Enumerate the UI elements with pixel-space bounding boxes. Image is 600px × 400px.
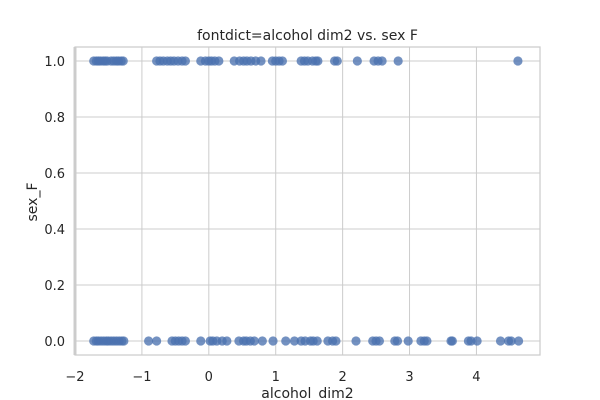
data-point [256, 56, 266, 66]
x-tick-label: −1 [132, 370, 151, 385]
data-point [268, 336, 278, 346]
data-point [289, 336, 300, 346]
data-point [332, 56, 342, 66]
data-point [152, 336, 162, 346]
x-tick-label: 2 [338, 370, 346, 385]
x-tick-label: −2 [65, 370, 84, 385]
x-tick-labels: −2 −1 0 1 2 3 4 [65, 370, 480, 385]
data-point [214, 56, 224, 66]
data-point [331, 336, 341, 346]
data-point [196, 336, 206, 346]
y-tick-label: 0.6 [44, 167, 65, 182]
data-point [393, 56, 403, 66]
data-point [392, 336, 403, 346]
data-point [352, 56, 362, 66]
y-tick-label: 0.4 [44, 223, 65, 238]
grid-lines [75, 47, 540, 355]
data-point [222, 336, 232, 346]
data-point [377, 56, 387, 66]
data-points [89, 56, 524, 346]
data-point [119, 336, 129, 346]
x-tick-label: 3 [405, 370, 413, 385]
x-tick-label: 4 [472, 370, 480, 385]
data-point [143, 336, 154, 346]
plot-border [74, 46, 541, 356]
y-tick-label: 0.0 [44, 335, 65, 350]
data-point [313, 56, 323, 66]
data-point [374, 336, 385, 346]
data-point [513, 336, 524, 346]
axes-frame [73, 46, 541, 356]
data-point [118, 56, 128, 66]
y-axis-label: sex_F [25, 183, 41, 222]
data-point [495, 336, 506, 346]
y-tick-labels: 0.0 0.2 0.4 0.6 0.8 1.0 [44, 55, 65, 350]
data-point [180, 336, 190, 346]
x-axis-label: alcohol_dim2 [261, 386, 353, 400]
data-point [403, 336, 413, 346]
data-point [249, 336, 259, 346]
data-point [277, 56, 288, 66]
data-point [422, 336, 432, 346]
x-tick-label: 1 [272, 370, 280, 385]
data-point [506, 336, 516, 346]
data-point [281, 336, 291, 346]
y-tick-label: 0.2 [44, 279, 65, 294]
data-point [180, 56, 190, 66]
x-tick-label: 0 [205, 370, 213, 385]
data-point [447, 336, 457, 346]
data-point [351, 336, 361, 346]
data-point [513, 56, 523, 66]
y-tick-label: 1.0 [44, 55, 65, 70]
data-point [257, 336, 267, 346]
data-point [312, 336, 322, 346]
y-tick-label: 0.8 [44, 111, 65, 126]
chart-title: fontdict=alcohol dim2 vs. sex F [197, 28, 418, 44]
data-point [472, 336, 482, 346]
